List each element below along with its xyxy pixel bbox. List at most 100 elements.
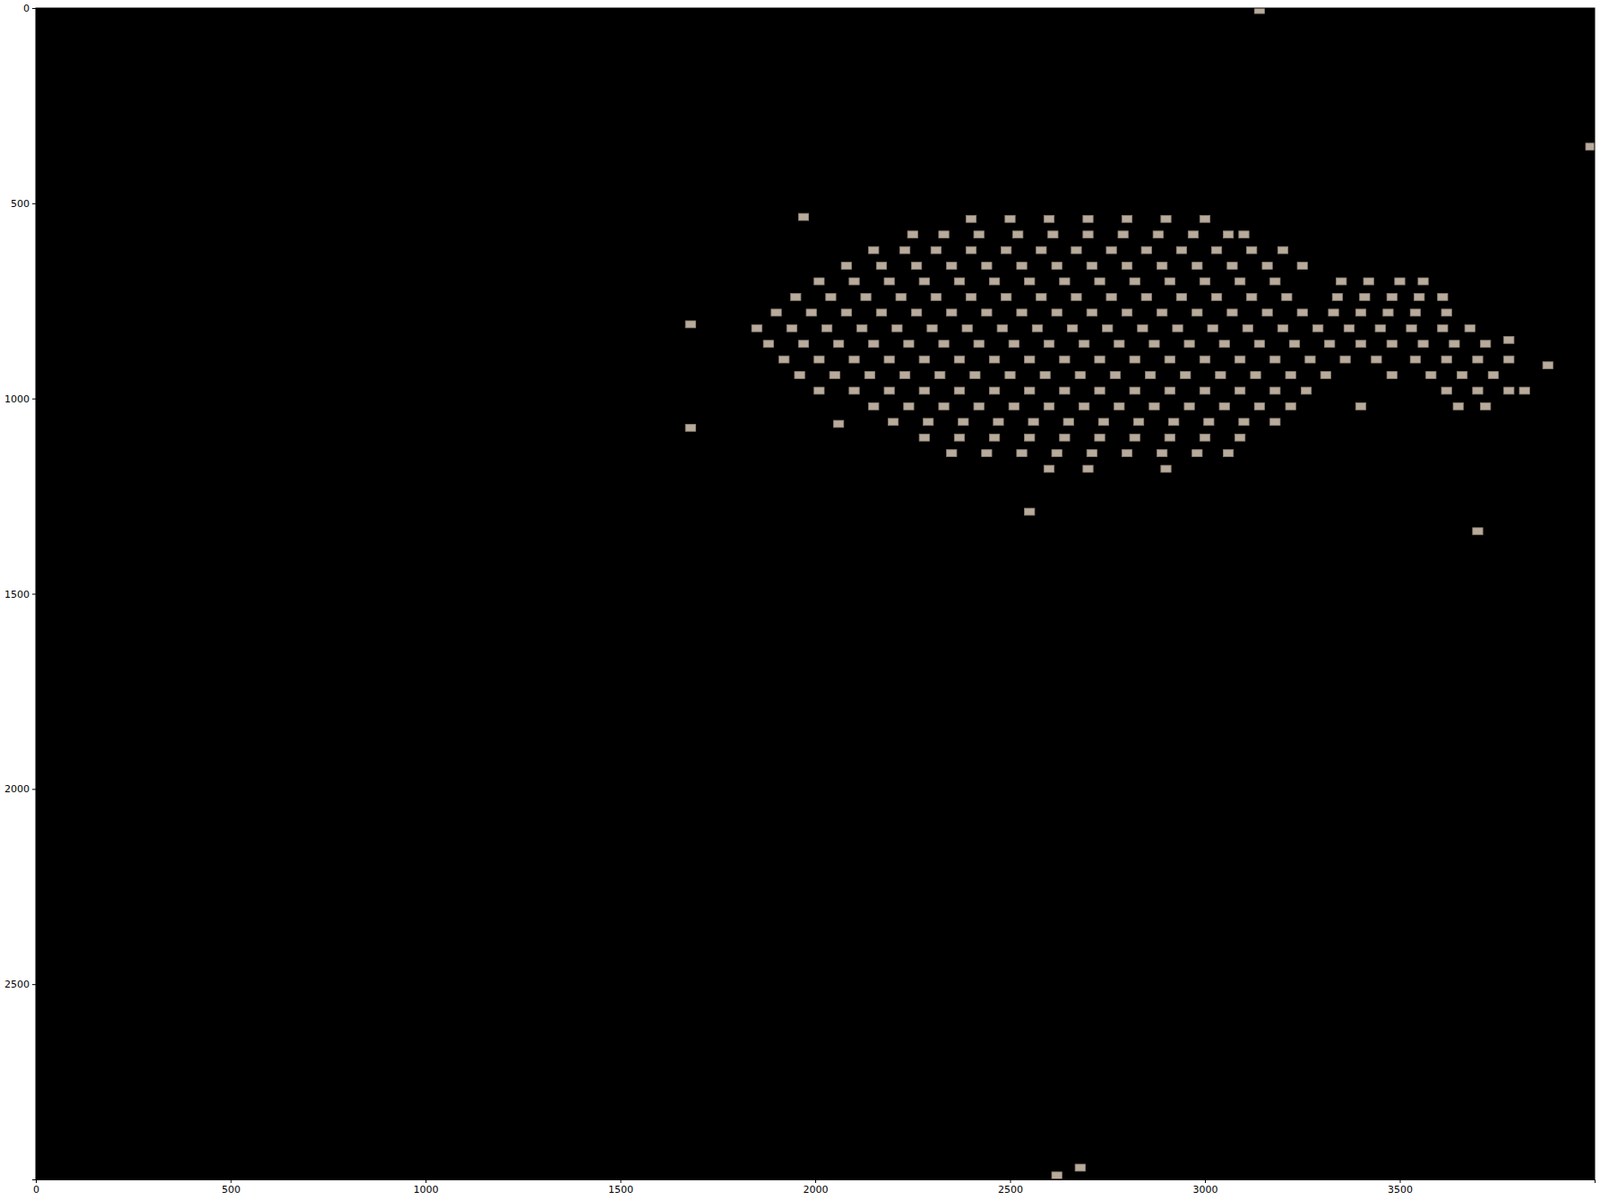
thumbnail: [1504, 387, 1514, 395]
thumbnail: [1008, 340, 1019, 348]
thumbnail: [973, 402, 984, 410]
thumbnail: [1504, 335, 1514, 344]
thumbnail: [1464, 324, 1475, 332]
thumbnail: [954, 355, 964, 363]
tick: 1500: [4, 588, 36, 601]
image-background: [35, 8, 1595, 1179]
thumbnail: [860, 292, 871, 301]
tick-mark: [231, 1178, 233, 1183]
thumbnail: [1441, 309, 1452, 317]
thumbnail: [864, 371, 875, 379]
thumbnail: [1247, 246, 1257, 254]
thumbnail: [1238, 418, 1249, 426]
thumbnail: [1320, 371, 1331, 379]
thumbnail: [1059, 277, 1070, 285]
tick: 3000: [1193, 1178, 1219, 1196]
thumbnail: [1024, 355, 1035, 363]
thumbnail: [1247, 292, 1257, 301]
thumbnail: [1386, 371, 1397, 379]
thumbnail: [1094, 355, 1105, 363]
thumbnail: [1156, 262, 1167, 270]
thumbnail: [1270, 418, 1281, 426]
thumbnail: [954, 433, 964, 441]
thumbnail: [922, 418, 933, 426]
thumbnail: [857, 324, 868, 332]
tick: 2500: [997, 1178, 1024, 1196]
thumbnail: [1118, 231, 1128, 239]
thumbnail: [841, 262, 852, 270]
tick: 0: [23, 2, 36, 15]
thumbnail: [1129, 355, 1140, 363]
tick: 3500: [1387, 1178, 1413, 1196]
thumbnail: [1375, 324, 1385, 332]
thumbnail: [1472, 355, 1483, 363]
thumbnail: [1192, 309, 1203, 317]
thumbnail: [779, 355, 790, 363]
thumbnail: [1071, 292, 1082, 301]
thumbnail: [1098, 418, 1109, 426]
thumbnail: [1355, 340, 1366, 348]
thumbnail: [1453, 402, 1463, 410]
thumbnail: [1219, 340, 1230, 348]
thumbnail: [1336, 277, 1347, 285]
tick-label: 3000: [1193, 1183, 1219, 1196]
thumbnail: [1169, 418, 1179, 426]
thumbnail: [1207, 324, 1218, 332]
thumbnail: [1254, 340, 1265, 348]
thumbnail: [1285, 371, 1296, 379]
thumbnail: [1176, 246, 1187, 254]
thumbnail: [887, 418, 898, 426]
tick-label: 1000: [4, 393, 30, 405]
tick-label: 2500: [997, 1183, 1024, 1196]
thumbnail: [876, 309, 887, 317]
thumbnail: [1270, 355, 1281, 363]
thumbnail: [1121, 309, 1132, 317]
thumbnail: [833, 340, 844, 348]
y-axis: 05001000150020002500: [4, 2, 37, 1179]
thumbnail: [1204, 418, 1214, 426]
thumbnail: [989, 277, 999, 285]
thumbnail: [965, 246, 976, 254]
thumbnail: [1192, 449, 1203, 457]
thumbnail: [1086, 262, 1097, 270]
thumbnail: [1094, 433, 1105, 441]
thumbnail: [903, 402, 914, 410]
thumbnail: [1332, 292, 1342, 301]
tick-mark: [32, 788, 36, 790]
thumbnail: [829, 371, 840, 379]
tick-mark: [32, 983, 36, 985]
thumbnail: [1359, 292, 1370, 301]
thumbnail: [1222, 449, 1233, 457]
thumbnail: [821, 324, 832, 332]
thumbnail: [1340, 355, 1351, 363]
thumbnail: [1262, 309, 1273, 317]
thumbnail: [1234, 277, 1245, 285]
thumbnail: [1024, 433, 1035, 441]
x-axis: 0500100015002000250030003500: [33, 1178, 1596, 1196]
tick-label: 2000: [803, 1183, 829, 1196]
thumbnail: [946, 309, 957, 317]
thumbnail: [965, 292, 976, 301]
thumbnail: [930, 292, 941, 301]
thumbnail: [1059, 387, 1070, 395]
thumbnail: [1106, 246, 1117, 254]
thumbnail: [989, 387, 999, 395]
thumbnail: [1363, 277, 1374, 285]
thumbnail: [1437, 324, 1448, 332]
thumbnail: [1418, 277, 1428, 285]
thumbnail: [1086, 449, 1097, 457]
tick-mark: [32, 593, 36, 595]
thumbnail: [791, 292, 801, 301]
thumbnail: [1083, 215, 1093, 223]
thumbnail: [1406, 324, 1417, 332]
thumbnail: [1005, 371, 1016, 379]
thumbnail: [1504, 355, 1514, 363]
thumbnail: [1164, 433, 1175, 441]
tick-label: 2000: [4, 782, 30, 795]
thumbnail: [1386, 340, 1397, 348]
chart: 0500100015002000250030003500050010001500…: [0, 0, 1600, 1200]
tick: 500: [222, 1178, 241, 1196]
thumbnail: [1121, 262, 1132, 270]
thumbnail: [954, 387, 964, 395]
thumbnail: [814, 387, 825, 395]
